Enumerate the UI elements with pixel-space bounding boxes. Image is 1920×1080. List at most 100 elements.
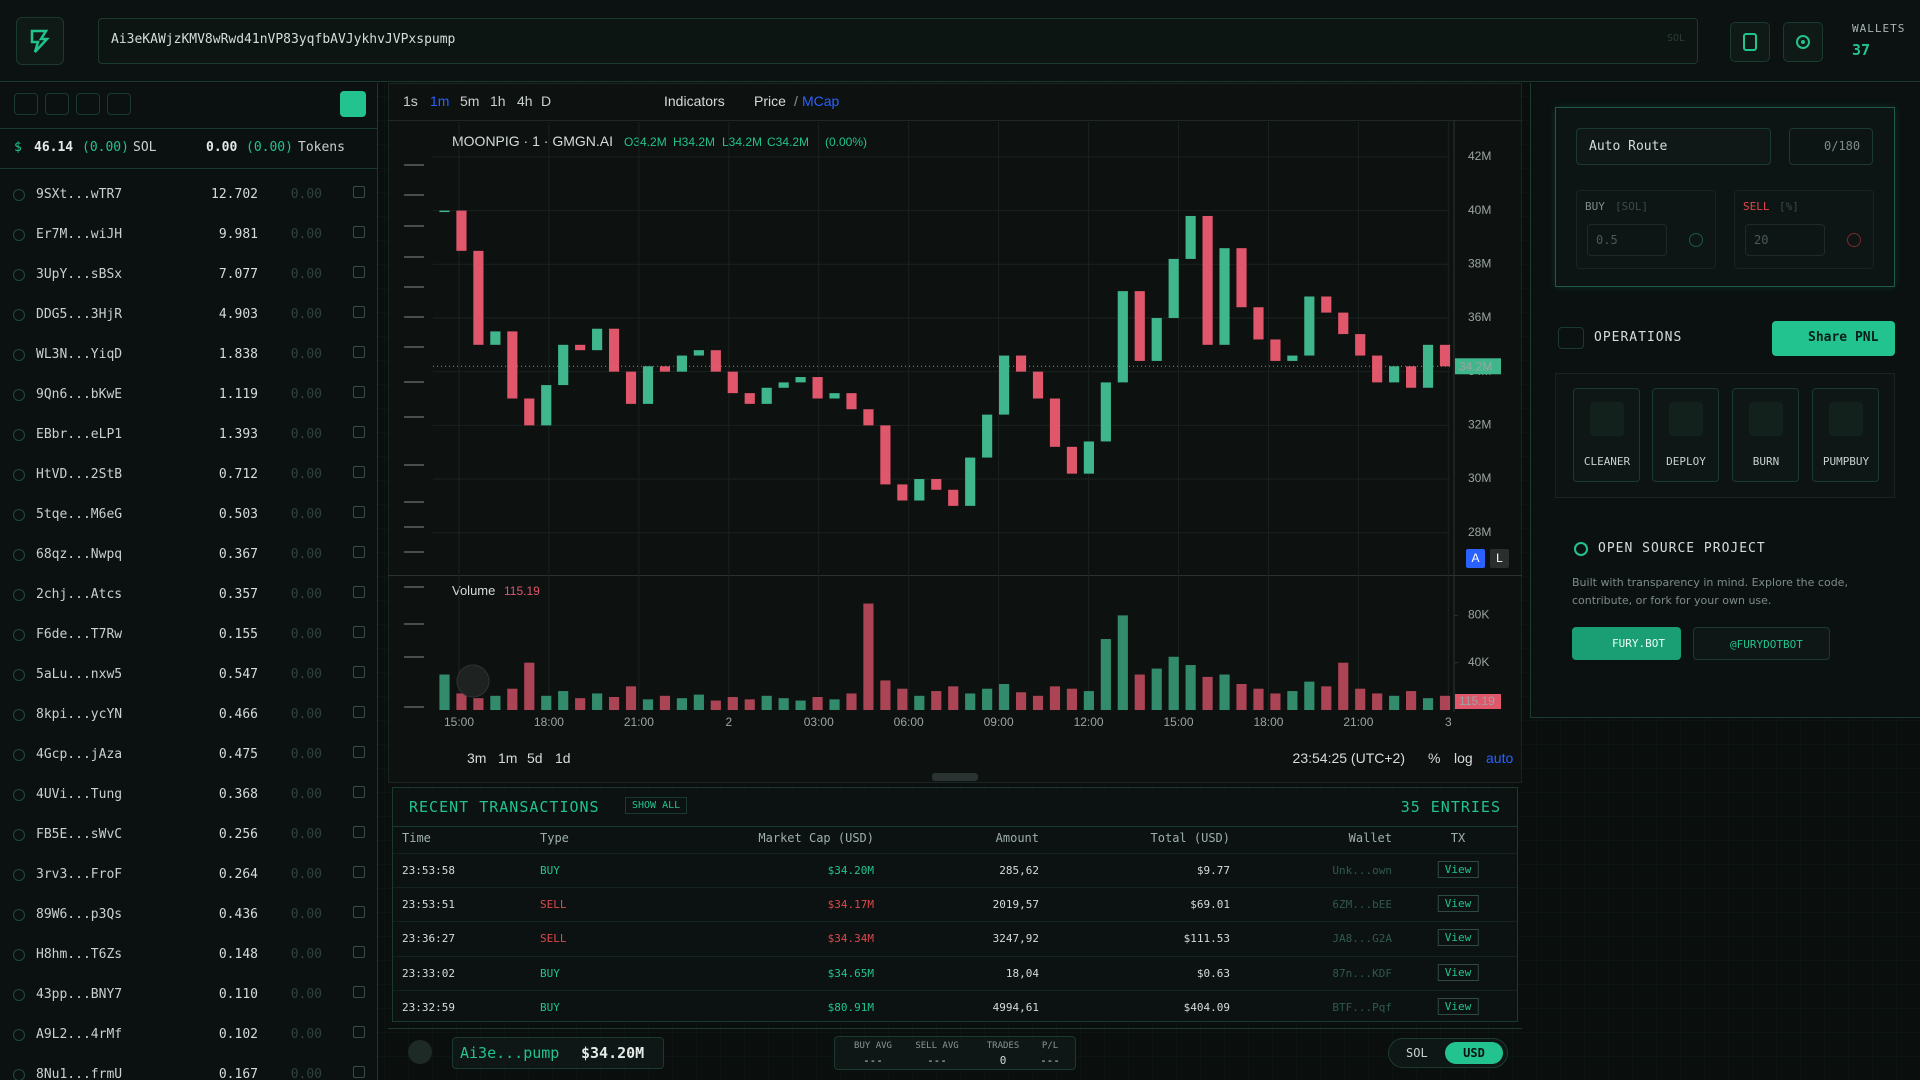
sidebar-tool[interactable] bbox=[14, 93, 38, 115]
range-button[interactable]: 5d bbox=[527, 750, 543, 766]
drawing-tool[interactable] bbox=[404, 300, 424, 318]
wallet-name[interactable]: 8Nu1...frmU bbox=[36, 1067, 123, 1080]
wallet-dot[interactable] bbox=[13, 429, 25, 441]
wallet-link[interactable] bbox=[353, 786, 365, 798]
currency-usd[interactable]: USD bbox=[1445, 1042, 1503, 1064]
wallet-dot[interactable] bbox=[13, 669, 25, 681]
wallet-dot[interactable] bbox=[13, 509, 25, 521]
cell-tx[interactable]: View bbox=[1437, 997, 1479, 1015]
wallet-dot[interactable] bbox=[13, 1069, 25, 1080]
wallet-dot[interactable] bbox=[13, 629, 25, 641]
wallet-name[interactable]: FB5E...sWvC bbox=[36, 827, 123, 842]
wallet-name[interactable]: 9SXt...wTR7 bbox=[36, 187, 123, 202]
sell-submit[interactable] bbox=[1847, 233, 1861, 247]
scale-option[interactable]: auto bbox=[1486, 750, 1514, 766]
wallet-dot[interactable] bbox=[13, 949, 25, 961]
wallet-name[interactable]: Er7M...wiJH bbox=[36, 227, 123, 242]
wallet-name[interactable]: EBbr...eLP1 bbox=[36, 427, 123, 442]
wallet-name[interactable]: 8kpi...ycYN bbox=[36, 707, 123, 722]
wallet-name[interactable]: 5aLu...nxw5 bbox=[36, 667, 123, 682]
wallet-link[interactable] bbox=[353, 666, 365, 678]
wallet-name[interactable]: DDG5...3HjR bbox=[36, 307, 123, 322]
wallet-link[interactable] bbox=[353, 426, 365, 438]
wallet-link[interactable] bbox=[353, 506, 365, 518]
wallet-dot[interactable] bbox=[13, 829, 25, 841]
range-button[interactable]: 3m bbox=[467, 750, 487, 766]
wallet-link[interactable] bbox=[353, 906, 365, 918]
sidebar-tool[interactable] bbox=[107, 93, 131, 115]
wallet-name[interactable]: H8hm...T6Zs bbox=[36, 947, 123, 962]
route-select[interactable]: Auto Route bbox=[1576, 128, 1771, 165]
wallet-dot[interactable] bbox=[13, 709, 25, 721]
cell-tx[interactable]: View bbox=[1437, 895, 1479, 913]
drawing-tool[interactable] bbox=[404, 209, 424, 227]
buy-input[interactable]: 0.5 bbox=[1587, 224, 1667, 256]
wallet-dot[interactable] bbox=[13, 789, 25, 801]
timeframe[interactable]: 5m bbox=[460, 93, 480, 109]
wallet-link[interactable] bbox=[353, 226, 365, 238]
currency-toggle[interactable]: SOL USD bbox=[1388, 1038, 1508, 1068]
wallet-link[interactable] bbox=[353, 626, 365, 638]
wallet-count[interactable]: 0/180 bbox=[1789, 128, 1873, 165]
wallet-dot[interactable] bbox=[13, 989, 25, 1001]
drawing-tool[interactable] bbox=[404, 690, 424, 708]
cell-tx[interactable]: View bbox=[1437, 929, 1479, 947]
operation-card[interactable]: DEPLOY bbox=[1652, 388, 1719, 482]
wallet-dot[interactable] bbox=[13, 589, 25, 601]
drawing-tool[interactable] bbox=[404, 330, 424, 348]
sell-input[interactable]: 20 bbox=[1745, 224, 1825, 256]
splitter[interactable] bbox=[932, 773, 978, 781]
cell-tx[interactable]: View bbox=[1437, 861, 1479, 878]
sidebar-tool[interactable] bbox=[45, 93, 69, 115]
drawing-tool[interactable] bbox=[404, 400, 424, 418]
token-pill[interactable]: Ai3e...pump $34.20M bbox=[452, 1037, 664, 1069]
wallet-name[interactable]: 4Gcp...jAza bbox=[36, 747, 123, 762]
timeframe[interactable]: 1m bbox=[430, 93, 450, 109]
timeframe[interactable]: 1s bbox=[403, 93, 418, 109]
wallet-name[interactable]: 3UpY...sBSx bbox=[36, 267, 123, 282]
sidebar-tool[interactable] bbox=[76, 93, 100, 115]
range-button[interactable]: 1m bbox=[498, 750, 518, 766]
wallet-dot[interactable] bbox=[13, 909, 25, 921]
show-all-button[interactable]: SHOW ALL bbox=[625, 797, 688, 814]
wallet-link[interactable] bbox=[353, 946, 365, 958]
header-button[interactable] bbox=[1730, 22, 1770, 62]
wallet-dot[interactable] bbox=[13, 869, 25, 881]
scale-option[interactable]: % bbox=[1428, 750, 1441, 766]
wallet-name[interactable]: 5tqe...M6eG bbox=[36, 507, 123, 522]
wallet-link[interactable] bbox=[353, 746, 365, 758]
wallet-link[interactable] bbox=[353, 466, 365, 478]
wallet-dot[interactable] bbox=[13, 389, 25, 401]
drawing-tool[interactable] bbox=[404, 570, 424, 588]
wallet-dot[interactable] bbox=[13, 269, 25, 281]
axis-button[interactable]: A bbox=[1466, 549, 1485, 568]
wallet-dot[interactable] bbox=[13, 229, 25, 241]
wallet-name[interactable]: 43pp...BNY7 bbox=[36, 987, 123, 1002]
wallet-name[interactable]: HtVD...2StB bbox=[36, 467, 123, 482]
operation-card[interactable]: CLEANER bbox=[1573, 388, 1640, 482]
axis-button[interactable]: L bbox=[1490, 549, 1509, 568]
wallet-name[interactable]: A9L2...4rMf bbox=[36, 1027, 123, 1042]
wallet-name[interactable]: 3rv3...FroF bbox=[36, 867, 123, 882]
logo[interactable] bbox=[16, 17, 64, 65]
drawing-tool[interactable] bbox=[404, 365, 424, 383]
wallet-link[interactable] bbox=[353, 1026, 365, 1038]
wallet-link[interactable] bbox=[353, 1066, 365, 1078]
drawing-tool[interactable] bbox=[404, 510, 424, 528]
wallet-dot[interactable] bbox=[13, 309, 25, 321]
cell-tx[interactable]: View bbox=[1437, 963, 1479, 981]
wallet-name[interactable]: 68qz...Nwpq bbox=[36, 547, 123, 562]
wallet-link[interactable] bbox=[353, 346, 365, 358]
wallet-link[interactable] bbox=[353, 866, 365, 878]
timeframe[interactable]: 1h bbox=[490, 93, 506, 109]
wallet-link[interactable] bbox=[353, 586, 365, 598]
wallet-dot[interactable] bbox=[13, 189, 25, 201]
drawing-tool[interactable] bbox=[404, 148, 424, 166]
wallet-link[interactable] bbox=[353, 386, 365, 398]
mcap-toggle[interactable]: MCap bbox=[802, 93, 840, 109]
wallet-link[interactable] bbox=[353, 706, 365, 718]
wallet-name[interactable]: 9Qn6...bKwE bbox=[36, 387, 123, 402]
drawing-tool[interactable] bbox=[404, 270, 424, 288]
drawing-tool[interactable] bbox=[404, 448, 424, 466]
timeframe[interactable]: D bbox=[541, 93, 552, 109]
